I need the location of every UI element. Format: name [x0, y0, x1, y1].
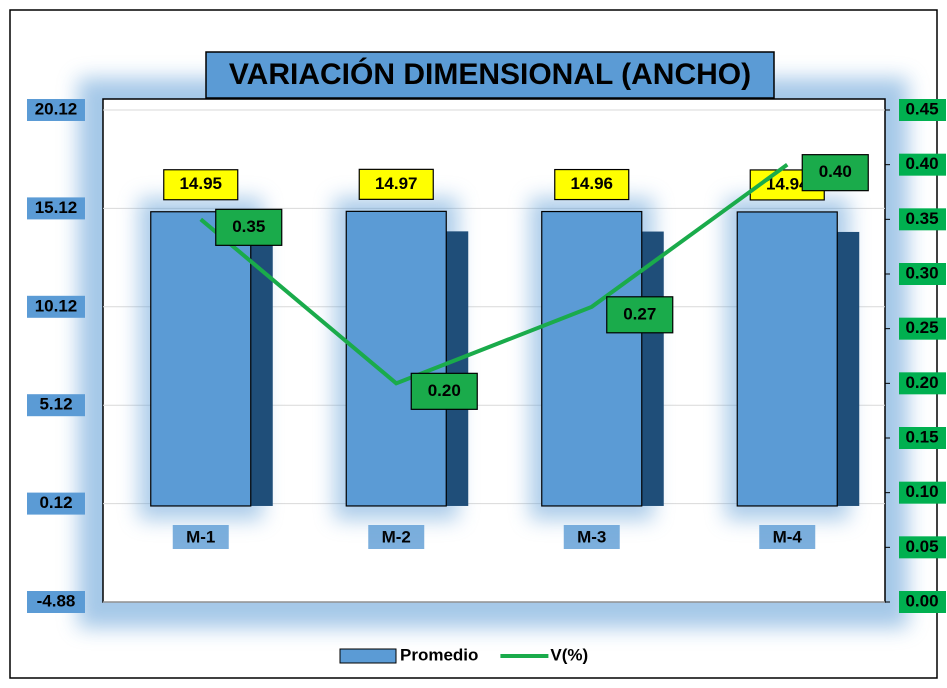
y2-tick-label: 0.45 — [905, 99, 938, 118]
y2-tick-bg — [899, 591, 946, 613]
y-tick-bg — [27, 295, 85, 318]
y-tick-label: 5.12 — [39, 395, 72, 414]
y2-tick-bg — [899, 427, 946, 449]
y-tick-bg — [27, 99, 85, 121]
bar-shadow — [446, 231, 469, 506]
y2-tick-bg — [899, 263, 946, 285]
line-label-bg — [606, 296, 674, 334]
bar-label-bg — [554, 168, 630, 201]
y-tick-bg — [27, 394, 85, 417]
legend-swatch — [339, 648, 397, 664]
chart-title: VARIACIÓN DIMENSIONAL (ANCHO) — [229, 57, 751, 91]
bar-shadow — [837, 231, 860, 506]
line-label: 0.27 — [623, 304, 656, 323]
y-tick-label: 15.12 — [35, 198, 78, 217]
title-box — [205, 51, 775, 99]
y2-tick-label: 0.00 — [905, 591, 938, 610]
y2-tick-bg — [899, 481, 946, 504]
x-tick-label: M-2 — [382, 527, 411, 546]
y2-tick-label: 0.15 — [905, 427, 938, 446]
x-tick-label: M-1 — [186, 527, 215, 546]
legend-label: Promedio — [400, 645, 478, 664]
y-tick-label: 20.12 — [35, 99, 78, 118]
bar-label: 14.94 — [766, 174, 809, 193]
y2-tick-bg — [899, 317, 946, 340]
y2-tick-label: 0.30 — [905, 263, 938, 282]
line — [199, 163, 789, 386]
line-label: 0.20 — [428, 381, 461, 400]
bar — [541, 210, 643, 507]
bar-label-bg — [163, 169, 239, 201]
y-tick-label: 0.12 — [39, 493, 72, 512]
y2-tick-bg — [899, 208, 946, 231]
legend-label: V(%) — [550, 645, 588, 664]
x-label-bg — [368, 525, 425, 549]
x-tick-label: M-4 — [773, 527, 803, 546]
line-label: 0.35 — [232, 217, 265, 236]
y2-tick-bg — [899, 536, 946, 559]
y-tick-label: -4.88 — [37, 591, 76, 610]
bar-shadow — [641, 231, 664, 506]
y2-tick-label: 0.25 — [905, 318, 938, 337]
y2-tick-label: 0.20 — [905, 373, 938, 392]
bar-shadow — [250, 231, 273, 506]
bar-label: 14.96 — [570, 174, 613, 193]
y2-tick-bg — [899, 372, 946, 395]
line-label: 0.40 — [819, 162, 852, 181]
x-label-bg — [563, 525, 620, 549]
bar — [345, 210, 447, 507]
bar — [736, 211, 838, 507]
y2-tick-label: 0.10 — [905, 482, 938, 501]
bar-label: 14.97 — [375, 174, 418, 193]
y2-tick-bg — [899, 153, 946, 176]
y-tick-label: 10.12 — [35, 296, 78, 315]
x-label-bg — [759, 525, 816, 549]
x-tick-label: M-3 — [577, 527, 606, 546]
bar-label: 14.95 — [179, 174, 222, 193]
y2-tick-label: 0.05 — [905, 537, 938, 556]
bar-label-bg — [358, 168, 434, 200]
y-tick-bg — [27, 197, 85, 220]
y2-tick-bg — [899, 99, 946, 121]
line-label-bg — [410, 372, 478, 410]
line-label-bg — [215, 208, 283, 246]
y-tick-bg — [27, 492, 85, 515]
y2-tick-label: 0.35 — [905, 209, 938, 228]
line-label-bg — [801, 154, 869, 192]
bar — [150, 211, 252, 507]
y-tick-bg — [27, 591, 85, 613]
x-label-bg — [172, 525, 229, 549]
y2-tick-label: 0.40 — [905, 154, 938, 173]
